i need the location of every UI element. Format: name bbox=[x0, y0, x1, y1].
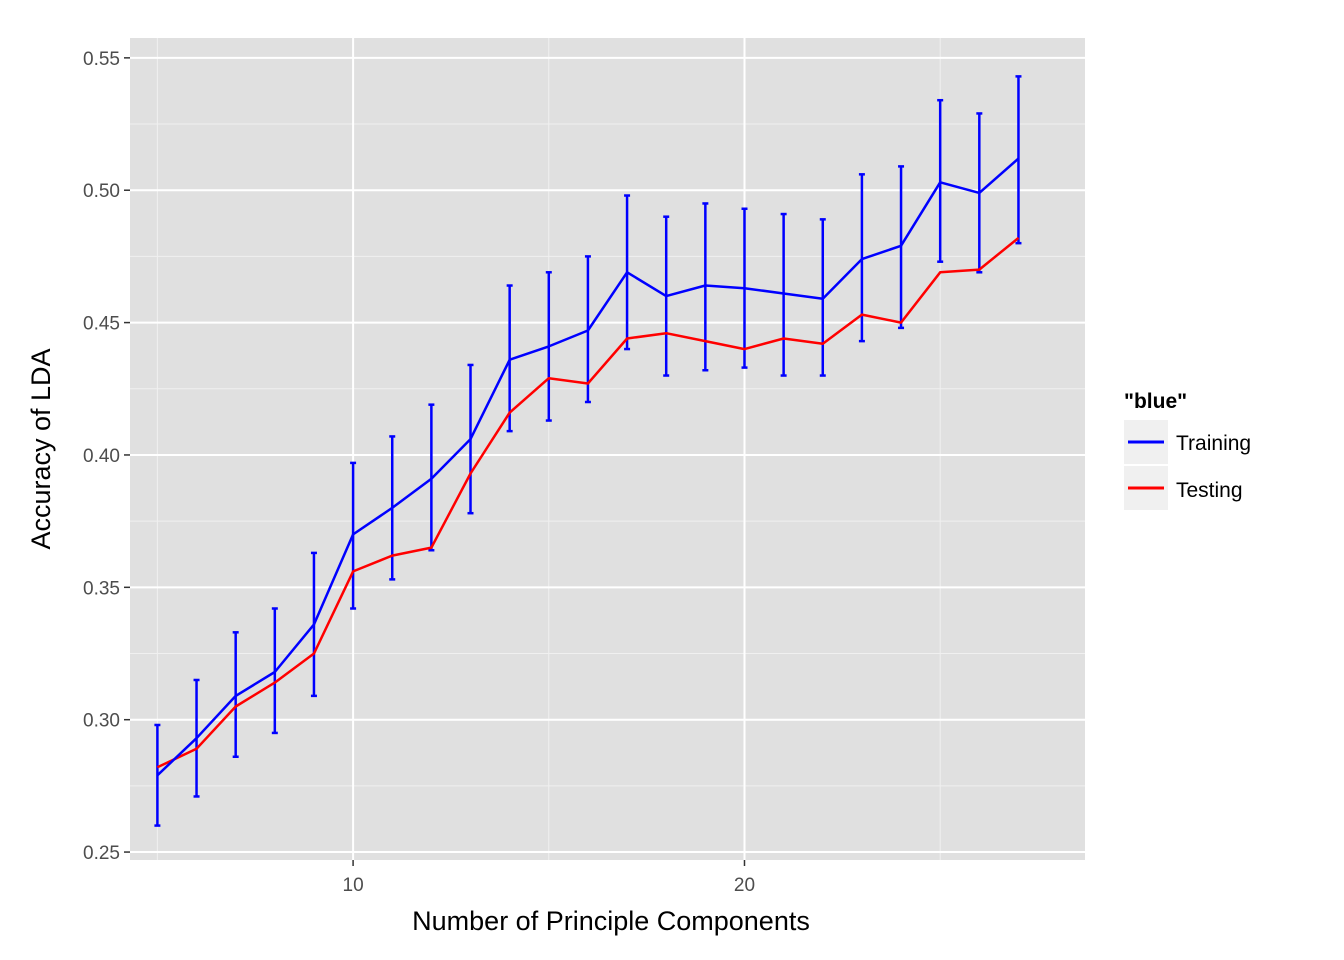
plot-panel bbox=[130, 38, 1085, 860]
legend-label-training: Training bbox=[1176, 432, 1251, 455]
y-tick-label: 0.55 bbox=[83, 49, 120, 70]
series-line-testing bbox=[156, 236, 1020, 769]
legend-label-testing: Testing bbox=[1176, 479, 1243, 502]
y-axis-title: Accuracy of LDA bbox=[26, 348, 56, 549]
major-grid bbox=[130, 38, 1085, 860]
y-tick-label: 0.45 bbox=[83, 314, 120, 335]
y-tick-label: 0.25 bbox=[83, 843, 120, 864]
x-axis-title: Number of Principle Components bbox=[412, 906, 810, 936]
y-tick-label: 0.40 bbox=[83, 446, 120, 467]
legend-title: "blue" bbox=[1124, 390, 1187, 413]
series-lines bbox=[156, 157, 1020, 777]
y-ticks: 0.25 0.30 0.35 0.40 0.45 0.50 0.55 bbox=[83, 49, 130, 864]
legend: "blue" Training Testing bbox=[1124, 390, 1251, 510]
y-tick-label: 0.50 bbox=[83, 181, 120, 202]
y-tick-label: 0.30 bbox=[83, 711, 120, 732]
x-tick-label: 20 bbox=[734, 875, 755, 896]
x-ticks: 10 20 bbox=[343, 860, 755, 896]
series-line-training bbox=[156, 157, 1020, 777]
x-tick-label: 10 bbox=[343, 875, 364, 896]
y-tick-label: 0.35 bbox=[83, 578, 120, 599]
